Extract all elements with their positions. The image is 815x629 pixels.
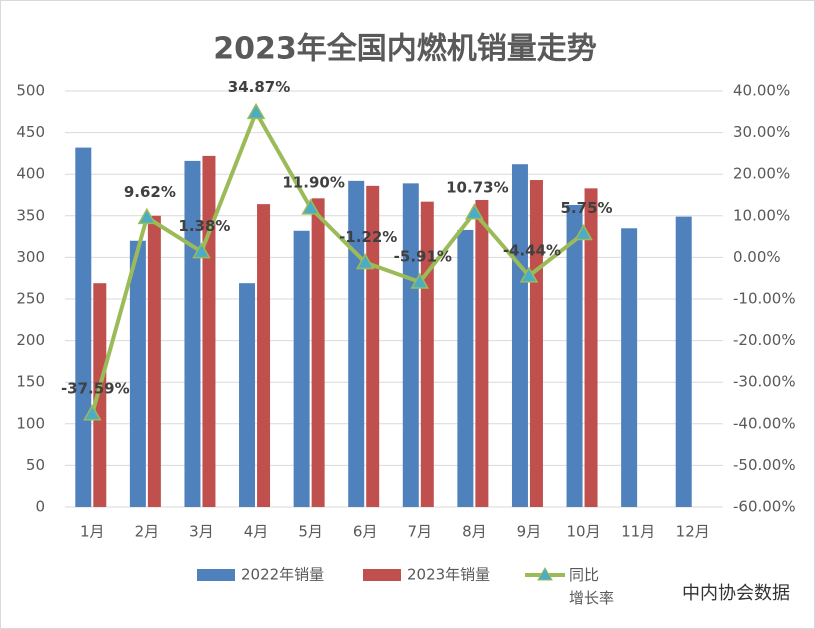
y-tick-label: 200 (16, 331, 45, 349)
x-tick-label: 8月 (462, 523, 487, 541)
data-label: -4.44% (503, 241, 561, 259)
data-label: 1.38% (178, 217, 230, 235)
x-tick-label: 9月 (517, 523, 542, 541)
legend-label: 同比增长率 (569, 566, 614, 607)
marker (192, 242, 211, 259)
legend-label-line: 增长率 (569, 589, 614, 607)
y2-tick-label: -60.00% (733, 498, 796, 516)
bar (293, 230, 310, 507)
data-label: 10.73% (446, 178, 508, 196)
bar (511, 164, 528, 507)
x-tick-label: 3月 (189, 523, 214, 541)
line (90, 110, 585, 415)
bar (621, 228, 638, 507)
legend-swatch (363, 569, 401, 581)
legend-label-line: 同比 (569, 566, 599, 584)
bar (257, 204, 271, 508)
y-tick-label: 0 (35, 498, 45, 516)
y-tick-label: 50 (26, 456, 45, 474)
x-tick-label: 12月 (676, 523, 710, 541)
y2-tick-label: 10.00% (733, 206, 790, 224)
watermark: 中内协会数据 (682, 583, 790, 604)
legend-swatch (197, 569, 235, 581)
bar (93, 283, 107, 507)
y-tick-label: 350 (16, 206, 45, 224)
marker (574, 223, 593, 241)
data-label: -5.91% (394, 247, 452, 265)
marker (410, 272, 430, 289)
bar (75, 147, 92, 508)
bar (475, 199, 489, 507)
y2-tick-label: -20.00% (733, 331, 796, 349)
y2-tick-label: 20.00% (733, 165, 790, 183)
x-tick-label: 6月 (353, 523, 378, 541)
y2-tick-label: 0.00% (733, 248, 781, 266)
marker (246, 102, 266, 120)
legend-label: 2023年销量 (407, 566, 490, 584)
marker (355, 252, 375, 270)
y2-tick-label: -30.00% (733, 373, 796, 391)
y-tick-label: 100 (16, 414, 45, 432)
bar (529, 180, 543, 508)
bar (147, 215, 161, 508)
data-label: 11.90% (282, 173, 344, 191)
bar (675, 216, 692, 507)
bar (566, 204, 583, 507)
marker (137, 207, 157, 225)
legend-label: 2022年销量 (241, 566, 324, 584)
data-label: -1.22% (339, 228, 397, 246)
marker (519, 266, 539, 283)
y2-tick-label: -50.00% (733, 456, 796, 474)
bar (202, 155, 216, 507)
x-tick-label: 7月 (408, 523, 433, 541)
data-label: 34.87% (228, 78, 290, 96)
x-tick-label: 4月 (244, 523, 269, 541)
bar (457, 229, 474, 507)
x-tick-label: 2月 (135, 523, 160, 541)
x-tick-label: 10月 (566, 523, 600, 541)
y-tick-label: 300 (16, 248, 45, 266)
chart-title: 2023年全国内燃机销量走势 (213, 32, 597, 67)
bar (402, 183, 419, 508)
x-tick-label: 5月 (298, 523, 323, 541)
marker (301, 198, 320, 215)
bar (311, 198, 325, 507)
marker (465, 203, 484, 220)
y2-tick-label: -40.00% (733, 414, 796, 432)
x-tick-label: 11月 (621, 523, 655, 541)
legend-marker (537, 567, 553, 581)
data-label: 5.75% (561, 199, 613, 217)
y-tick-label: 500 (16, 82, 45, 100)
y-tick-label: 250 (16, 290, 45, 308)
y2-tick-label: -10.00% (733, 290, 796, 308)
bar (129, 240, 146, 507)
y2-tick-label: 30.00% (733, 123, 790, 141)
y-tick-label: 450 (16, 123, 45, 141)
y-tick-label: 150 (16, 373, 45, 391)
bar (584, 188, 598, 507)
y2-tick-label: 40.00% (733, 82, 790, 100)
bar (184, 160, 201, 507)
bar (239, 283, 256, 507)
x-tick-label: 1月 (80, 523, 105, 541)
data-label: -37.59% (61, 379, 130, 397)
y-tick-label: 400 (16, 165, 45, 183)
marker (82, 404, 102, 421)
data-label: 9.62% (124, 183, 176, 201)
